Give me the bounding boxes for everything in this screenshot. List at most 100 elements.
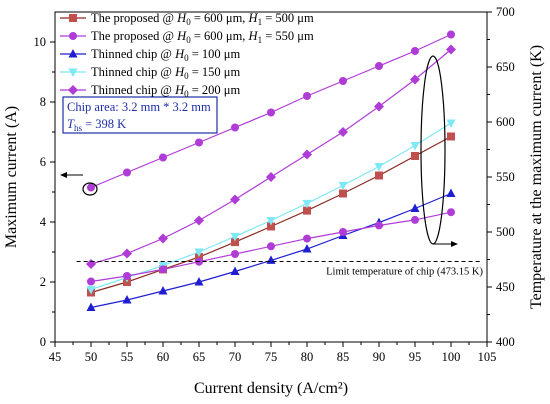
series-4 — [87, 30, 455, 192]
data-point — [266, 172, 276, 182]
data-point — [446, 188, 456, 197]
chart-marks — [86, 30, 456, 311]
right-arrowhead — [451, 241, 458, 247]
legend-marker — [68, 49, 78, 58]
series-line — [90, 192, 452, 309]
data-point — [122, 295, 132, 304]
legend: The proposed @ H0 = 600 μm, H1 = 500 μm T… — [60, 11, 314, 99]
data-point — [410, 142, 420, 151]
legend-item-0: The proposed @ H0 = 600 μm, H1 = 500 μm — [60, 11, 314, 27]
info-chip-area: Chip area: 3.2 mm * 3.2 mm — [67, 100, 211, 114]
x-tick-label: 80 — [301, 350, 314, 364]
x-tick-label: 55 — [121, 350, 134, 364]
left-axis-group-ellipse — [82, 182, 98, 196]
x-tick-label: 95 — [409, 350, 422, 364]
y-left-tick-label: 2 — [40, 275, 46, 289]
data-point — [86, 302, 96, 311]
axes-frame: 45 50 55 60 65 70 75 80 85 90 95 100 105 0 2 4 6 8 10 400 45… — [3, 5, 545, 397]
data-point — [411, 152, 419, 160]
data-point — [122, 248, 132, 259]
legend-item-4: Thinned chip @ H0 = 200 μm — [60, 83, 240, 99]
data-point — [375, 171, 383, 180]
x-tick-label: 85 — [337, 350, 350, 364]
data-point — [230, 266, 240, 275]
legend-label: The proposed @ H0 = 600 μm, H1 = 550 μm — [91, 29, 314, 45]
data-point — [447, 208, 455, 217]
series-3 — [86, 44, 456, 269]
legend-marker — [68, 68, 78, 77]
limit-temperature-label: Limit temperature of chip (473.15 K) — [326, 267, 483, 278]
data-point — [303, 92, 311, 100]
x-tick-label: 105 — [478, 350, 497, 364]
y-right-tick-label: 500 — [496, 225, 515, 239]
x-tick-label: 70 — [229, 350, 242, 364]
y-right-tick-label: 650 — [496, 60, 515, 74]
series-line — [90, 49, 452, 265]
data-point — [447, 30, 455, 39]
data-point — [339, 77, 347, 85]
data-point — [302, 149, 312, 160]
legend-marker — [68, 85, 78, 95]
data-point — [267, 222, 275, 231]
legend-item-2: Thinned chip @ H0 = 100 μm — [60, 47, 240, 63]
data-point — [410, 74, 420, 85]
legend-item-3: Thinned chip @ H0 = 150 μm — [60, 65, 240, 81]
data-point — [338, 181, 348, 191]
legend-marker — [69, 14, 77, 22]
data-point — [303, 206, 311, 215]
data-point — [159, 153, 167, 162]
data-point — [302, 244, 312, 253]
data-point — [194, 277, 204, 286]
data-point — [195, 253, 203, 262]
x-tick-label: 65 — [193, 350, 206, 364]
legend-label: The proposed @ H0 = 600 μm, H1 = 500 μm — [91, 11, 314, 27]
y-left-tick-label: 6 — [40, 155, 46, 169]
data-point — [338, 127, 348, 137]
data-point — [446, 44, 456, 55]
y-left-tick-label: 8 — [40, 95, 46, 109]
data-point — [87, 183, 95, 192]
y-left-tick-label: 0 — [40, 335, 46, 349]
data-point — [86, 286, 96, 295]
info-heatsink-temp: Ths = 398 K — [67, 117, 126, 133]
data-point — [159, 265, 167, 274]
annotations: Limit temperature of chip (473.15 K) Chip… — [60, 55, 483, 278]
data-point — [339, 228, 347, 236]
data-point — [375, 221, 383, 230]
data-point — [303, 234, 311, 243]
x-tick-label: 50 — [85, 350, 98, 364]
legend-label: Thinned chip @ H0 = 150 μm — [91, 65, 240, 81]
x-tick-label: 100 — [442, 350, 461, 364]
y-right-tick-label: 400 — [496, 335, 515, 349]
x-axis-label: Current density (A/cm²) — [194, 380, 348, 397]
series-line — [90, 122, 452, 291]
left-arrowhead — [60, 172, 67, 178]
data-point — [446, 119, 456, 128]
data-point — [158, 233, 168, 244]
y-right-tick-label: 550 — [496, 170, 515, 184]
legend-marker — [69, 32, 77, 40]
x-tick-label: 60 — [157, 350, 170, 364]
data-point — [123, 168, 131, 177]
data-point — [230, 194, 240, 205]
data-point — [158, 286, 168, 295]
data-point — [374, 163, 384, 172]
data-point — [447, 132, 455, 141]
data-point — [266, 217, 276, 226]
y-left-axis-label: Maximum current (A) — [3, 106, 20, 248]
data-point — [231, 238, 239, 247]
y-right-tick-label: 600 — [496, 115, 515, 129]
legend-label: Thinned chip @ H0 = 100 μm — [91, 47, 240, 63]
data-point — [87, 277, 95, 286]
x-tick-label: 90 — [373, 350, 386, 364]
data-point — [267, 242, 275, 251]
data-point — [411, 47, 419, 55]
data-point — [267, 108, 275, 117]
data-point — [374, 101, 384, 112]
data-point — [194, 215, 204, 226]
info-box — [62, 96, 218, 134]
data-point — [195, 138, 203, 147]
legend-item-1: The proposed @ H0 = 600 μm, H1 = 550 μm — [60, 29, 314, 45]
data-point — [231, 250, 239, 258]
